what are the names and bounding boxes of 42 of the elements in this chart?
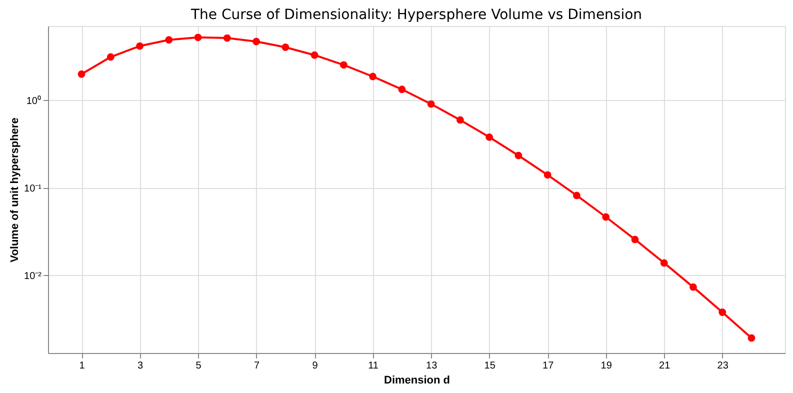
point xyxy=(456,116,464,124)
x-tick-label: 7 xyxy=(254,360,260,372)
x-tick-label: 1 xyxy=(79,360,86,372)
point xyxy=(573,192,580,200)
point xyxy=(136,42,144,50)
point xyxy=(690,283,697,291)
point xyxy=(106,53,114,61)
y-tick-label: 10⁻² xyxy=(24,270,42,282)
point xyxy=(660,259,668,267)
y-tick-label: 10⁰ xyxy=(26,94,42,107)
point xyxy=(369,72,377,80)
x-axis-title: Dimension d xyxy=(384,374,450,386)
point xyxy=(718,308,726,316)
point xyxy=(748,334,756,342)
point xyxy=(398,86,406,94)
point xyxy=(78,70,86,78)
point xyxy=(340,61,348,69)
x-tick-label: 23 xyxy=(717,360,729,372)
point xyxy=(486,133,494,141)
point xyxy=(223,34,231,42)
x-tick-label: 13 xyxy=(426,360,438,372)
y-axis-title: Volume of unit hypersphere xyxy=(9,118,22,262)
point xyxy=(544,171,552,179)
point xyxy=(514,152,522,160)
point xyxy=(631,236,639,244)
y-tick-label: 10⁻¹ xyxy=(24,183,42,194)
chart-title: The Curse of Dimensionality: Hypersphere Volume vs Dimension xyxy=(190,7,642,23)
x-tick-label: 17 xyxy=(542,360,554,372)
x-tick-label: 21 xyxy=(659,360,671,372)
point xyxy=(602,213,610,221)
point xyxy=(310,51,318,59)
point xyxy=(252,38,260,46)
x-tick-label: 11 xyxy=(368,360,379,372)
x-tick-label: 3 xyxy=(137,360,144,372)
point xyxy=(282,44,290,51)
point xyxy=(165,36,173,44)
x-tick-label: 9 xyxy=(312,360,318,372)
x-tick-label: 19 xyxy=(600,360,612,372)
point xyxy=(194,34,202,42)
x-tick-label: 15 xyxy=(484,360,496,372)
point xyxy=(427,100,435,108)
x-tick-label: 5 xyxy=(196,360,202,372)
